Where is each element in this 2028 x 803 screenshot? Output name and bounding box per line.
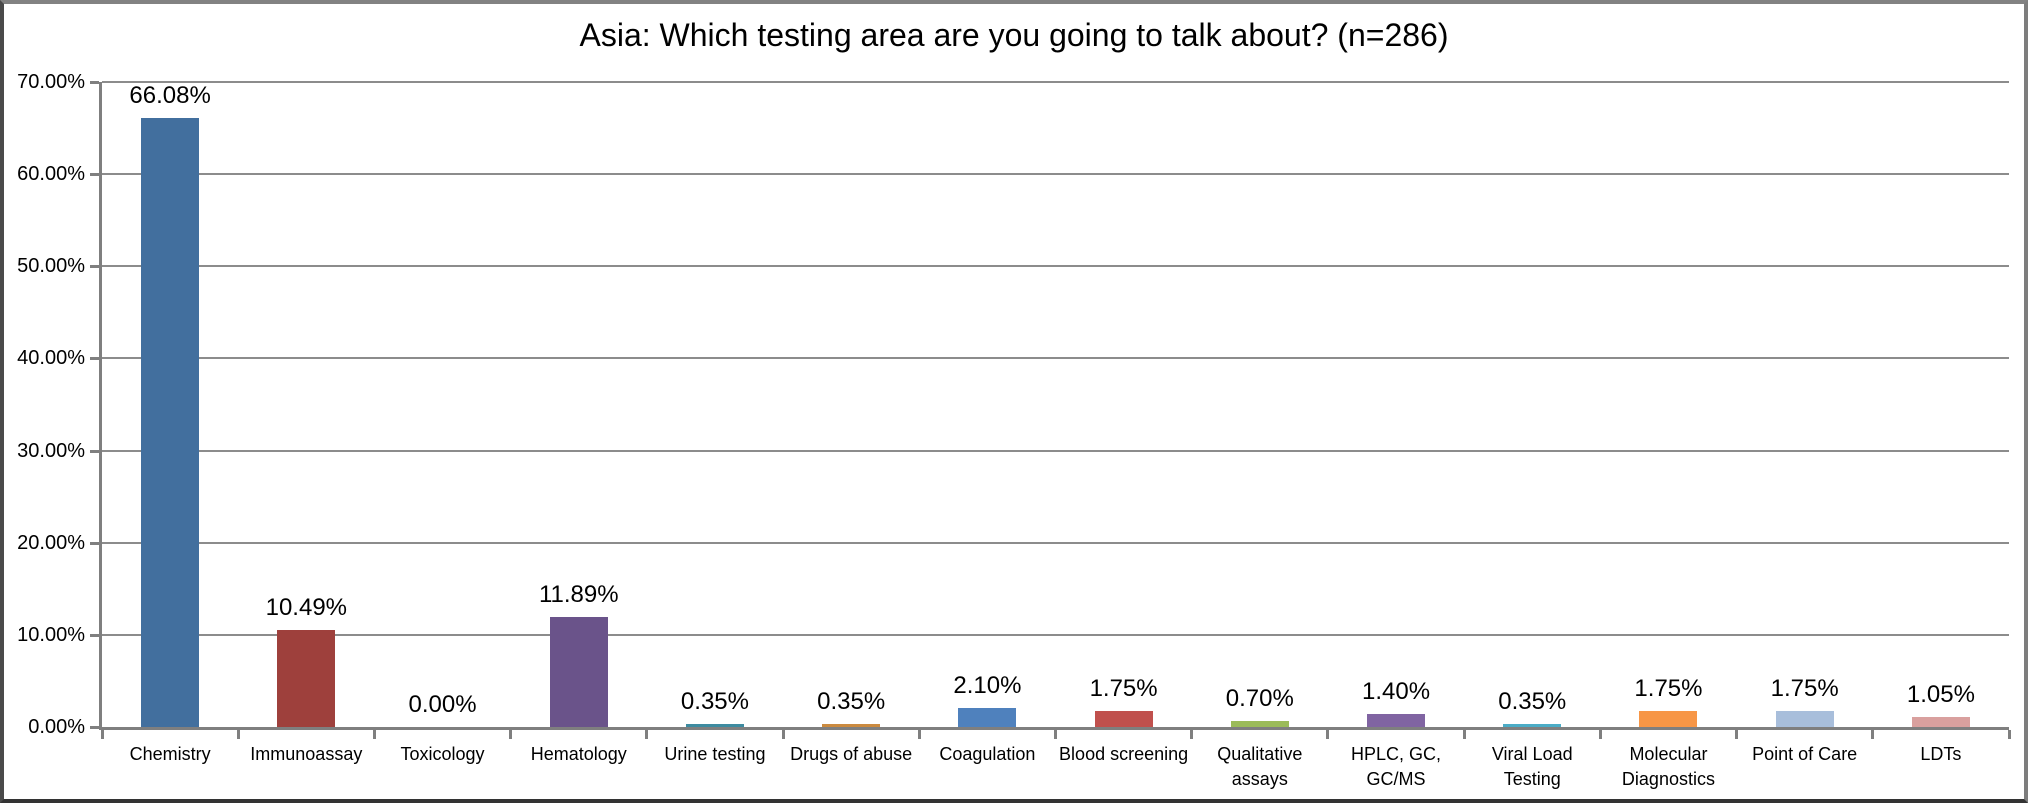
bar-drugs-of-abuse [822,723,881,727]
y-axis-tick [90,265,99,269]
y-axis-tick [90,173,99,177]
gridline [102,633,2009,636]
x-axis-category-label: Toxicology [400,744,485,764]
x-axis-category-label: HPLC, GC, GC/MS [1351,744,1442,789]
x-axis-tick [645,730,649,739]
y-axis-tick-label: 30.00% [17,439,85,462]
y-axis-tick [90,541,99,545]
x-axis-category-label: LDTs [1920,744,1962,764]
y-axis-tick-label: 40.00% [17,347,85,370]
x-axis-tick [236,730,240,739]
bar-value-label: 0.00% [408,691,477,718]
y-axis-tick-label: 0.00% [28,716,85,738]
bar-value-label: 0.35% [1498,687,1567,715]
x-axis-tick [372,730,376,739]
x-axis-category-label: Immunoassay [250,744,363,764]
x-axis-tick [2007,730,2011,739]
bar-immunoassay [277,630,336,727]
bar-value-label: 0.70% [1225,684,1294,712]
bar-value-label: 1.05% [1906,681,1975,709]
gridline [102,81,2009,83]
x-axis-category-label: Molecular Diagnostics [1621,744,1715,789]
x-axis-tick [1326,730,1330,739]
bar-hematology [549,617,608,727]
bar-value-label: 66.08% [129,82,211,110]
bar-value-label: 10.49% [265,594,348,622]
x-axis-tick [1598,730,1602,739]
x-axis-tick [1190,730,1194,739]
x-axis-category-label: Point of Care [1752,744,1858,764]
y-axis-tick-label: 10.00% [17,623,85,646]
gridline [102,541,2009,544]
x-axis-category-label: Qualitative assays [1217,744,1303,789]
bar-hplc-gc-gc-ms [1367,714,1426,727]
bar-ldts [1911,717,1970,727]
x-axis-category-label: Chemistry [129,744,211,764]
y-axis-tick-label: 20.00% [17,531,85,554]
bar-molecular-diagnostics [1639,710,1698,727]
bar-value-label: 0.35% [680,687,749,715]
y-axis-tick-label: 50.00% [17,255,85,278]
x-axis-category-label: Viral Load Testing [1491,744,1573,789]
y-axis-tick [90,449,99,453]
y-axis-tick [90,357,99,361]
bar-qualitative-assays [1230,720,1289,727]
x-axis-tick [100,730,104,739]
bar-urine-testing [685,723,744,727]
chart-title: Asia: Which testing area are you going t… [579,17,1449,53]
x-axis-tick [781,730,785,739]
bar-value-label: 1.40% [1362,678,1431,706]
y-axis-tick [90,81,99,84]
gridline [102,449,2009,452]
bar-value-label: 1.75% [1634,674,1703,702]
x-axis-tick [917,730,921,739]
x-axis-tick [1735,730,1739,739]
bar-viral-load-testing [1503,723,1562,727]
bar-value-label: 11.89% [538,581,619,609]
bar-value-label: 1.75% [1089,674,1158,702]
y-axis-tick-label: 60.00% [17,163,85,186]
y-axis-tick [90,633,99,637]
bar-value-label: 0.35% [817,687,886,715]
gridline [102,357,2009,360]
gridline [102,173,2009,176]
x-axis-category-label: Urine testing [664,744,766,764]
x-axis-tick [509,730,513,739]
gridline [102,265,2009,268]
bar-value-label: 2.10% [953,671,1022,699]
x-axis-tick [1054,730,1057,739]
bar-value-label: 1.75% [1770,674,1839,702]
plot-area: 0.00% 10.00% 20.00% 30.00% 40.00% 50.00% 60.00… [17,71,2011,789]
x-axis-category-label: Drugs of abuse [790,744,913,764]
bar-point-of-care [1775,710,1834,727]
x-axis-tick [1871,730,1875,739]
x-axis-category-label: Blood screening [1059,744,1189,764]
bar-coagulation [958,707,1017,727]
x-axis-tick [1462,730,1466,739]
y-axis-tick-label: 70.00% [17,71,85,93]
x-axis-category-label: Hematology [530,744,627,764]
bar-chemistry [141,118,200,727]
y-axis-tick [90,726,99,729]
x-axis-category-label: Coagulation [939,744,1036,764]
bar-blood-screening [1094,710,1153,727]
